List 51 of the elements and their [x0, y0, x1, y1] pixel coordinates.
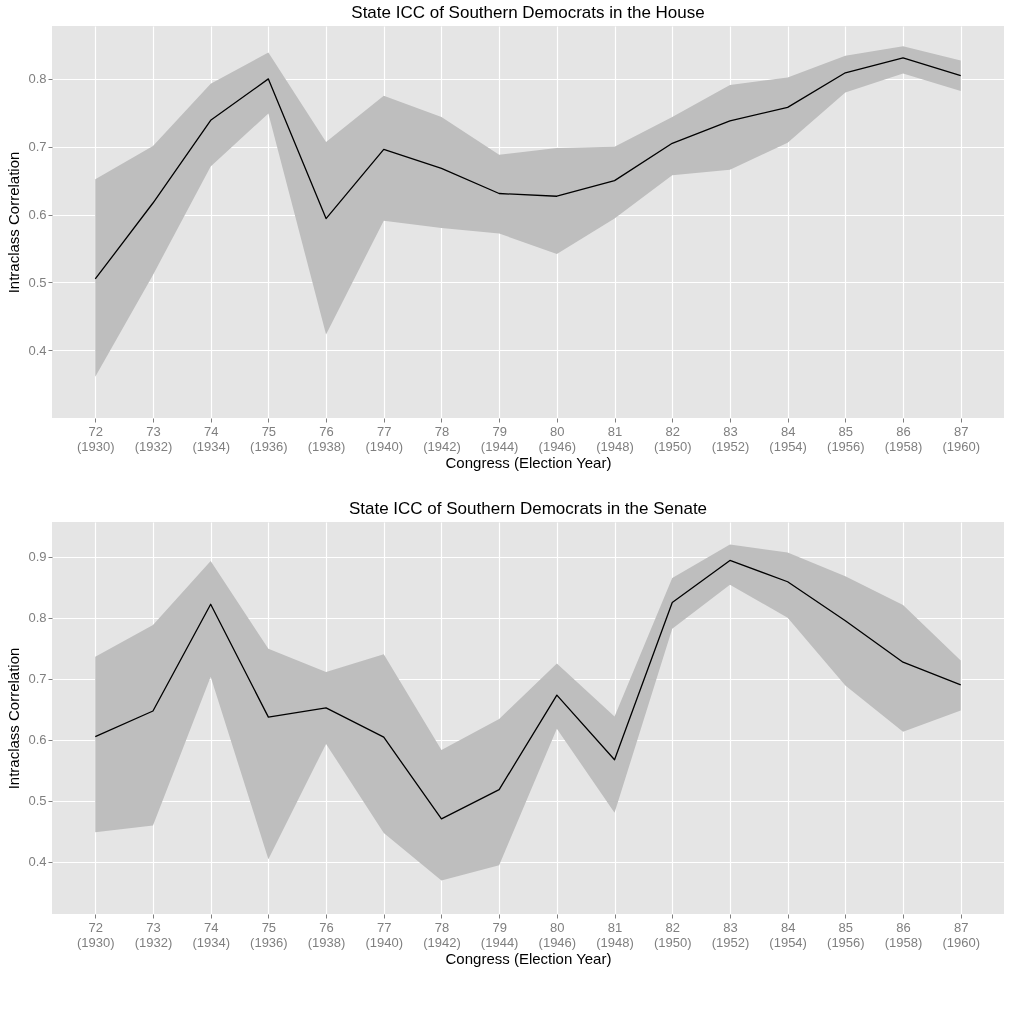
y-axis-title: Intraclass Correlation: [5, 151, 23, 294]
x-tick-label: 76 (1938): [307, 919, 346, 950]
x-tick-label: 84 (1954): [769, 423, 807, 454]
x-tick-label: 75 (1936): [250, 423, 288, 454]
x-tick-label: 85 (1956): [827, 423, 865, 454]
x-tick-label: 83 (1952): [711, 423, 750, 454]
x-tick-label: 81 (1948): [596, 919, 634, 950]
y-axis-title: Intraclass Correlation: [5, 647, 23, 790]
y-tick-label: 0.5: [28, 793, 47, 809]
x-tick-label: 84 (1954): [769, 919, 807, 950]
y-tick-label: 0.7: [28, 671, 47, 687]
x-tick-label: 79 (1944): [480, 919, 519, 950]
x-tick-label: 87 (1960): [942, 919, 981, 950]
x-tick-label: 72 (1930): [76, 423, 115, 454]
x-tick-label: 77 (1940): [365, 919, 404, 950]
y-tick-label: 0.9: [28, 549, 47, 565]
x-tick-label: 77 (1940): [365, 423, 404, 454]
line-series: [94, 57, 962, 280]
chart-title: State ICC of Southern Democrats in the House: [351, 3, 705, 22]
x-tick-label: 83 (1952): [711, 919, 750, 950]
x-tick-label: 74 (1934): [192, 919, 230, 950]
y-tick-label: 0.6: [28, 732, 47, 748]
x-tick-label: 86 (1958): [884, 919, 923, 950]
y-tick-label: 0.6: [28, 207, 47, 223]
y-tick-label: 0.4: [28, 342, 47, 358]
x-tick-label: 80 (1946): [538, 919, 577, 950]
y-tick-label: 0.7: [28, 139, 47, 155]
x-tick-label: 79 (1944): [480, 423, 519, 454]
chart-title: State ICC of Southern Democrats in the Senate: [348, 499, 708, 518]
x-tick-label: 75 (1936): [250, 919, 288, 950]
x-tick-label: 87 (1960): [942, 423, 981, 454]
x-tick-label: 74 (1934): [192, 423, 230, 454]
y-tick-label: 0.8: [28, 71, 47, 87]
y-tick-label: 0.8: [28, 610, 47, 626]
x-tick-label: 73 (1932): [134, 919, 173, 950]
line-series: [94, 559, 962, 820]
x-tick-label: 81 (1948): [596, 423, 634, 454]
x-tick-label: 73 (1932): [134, 423, 173, 454]
x-tick-label: 85 (1956): [827, 919, 865, 950]
x-tick-label: 76 (1938): [307, 423, 346, 454]
x-tick-label: 78 (1942): [423, 919, 461, 950]
x-tick-label: 82 (1950): [653, 919, 692, 950]
x-axis-title: Congress (Election Year): [445, 453, 612, 471]
y-tick-label: 0.4: [28, 854, 47, 870]
y-tick-label: 0.5: [28, 274, 47, 290]
x-tick-label: 80 (1946): [538, 423, 577, 454]
x-tick-label: 78 (1942): [423, 423, 461, 454]
x-tick-label: 72 (1930): [76, 919, 115, 950]
x-axis-title: Congress (Election Year): [445, 949, 612, 967]
x-tick-label: 82 (1950): [653, 423, 692, 454]
x-tick-label: 86 (1958): [884, 423, 923, 454]
